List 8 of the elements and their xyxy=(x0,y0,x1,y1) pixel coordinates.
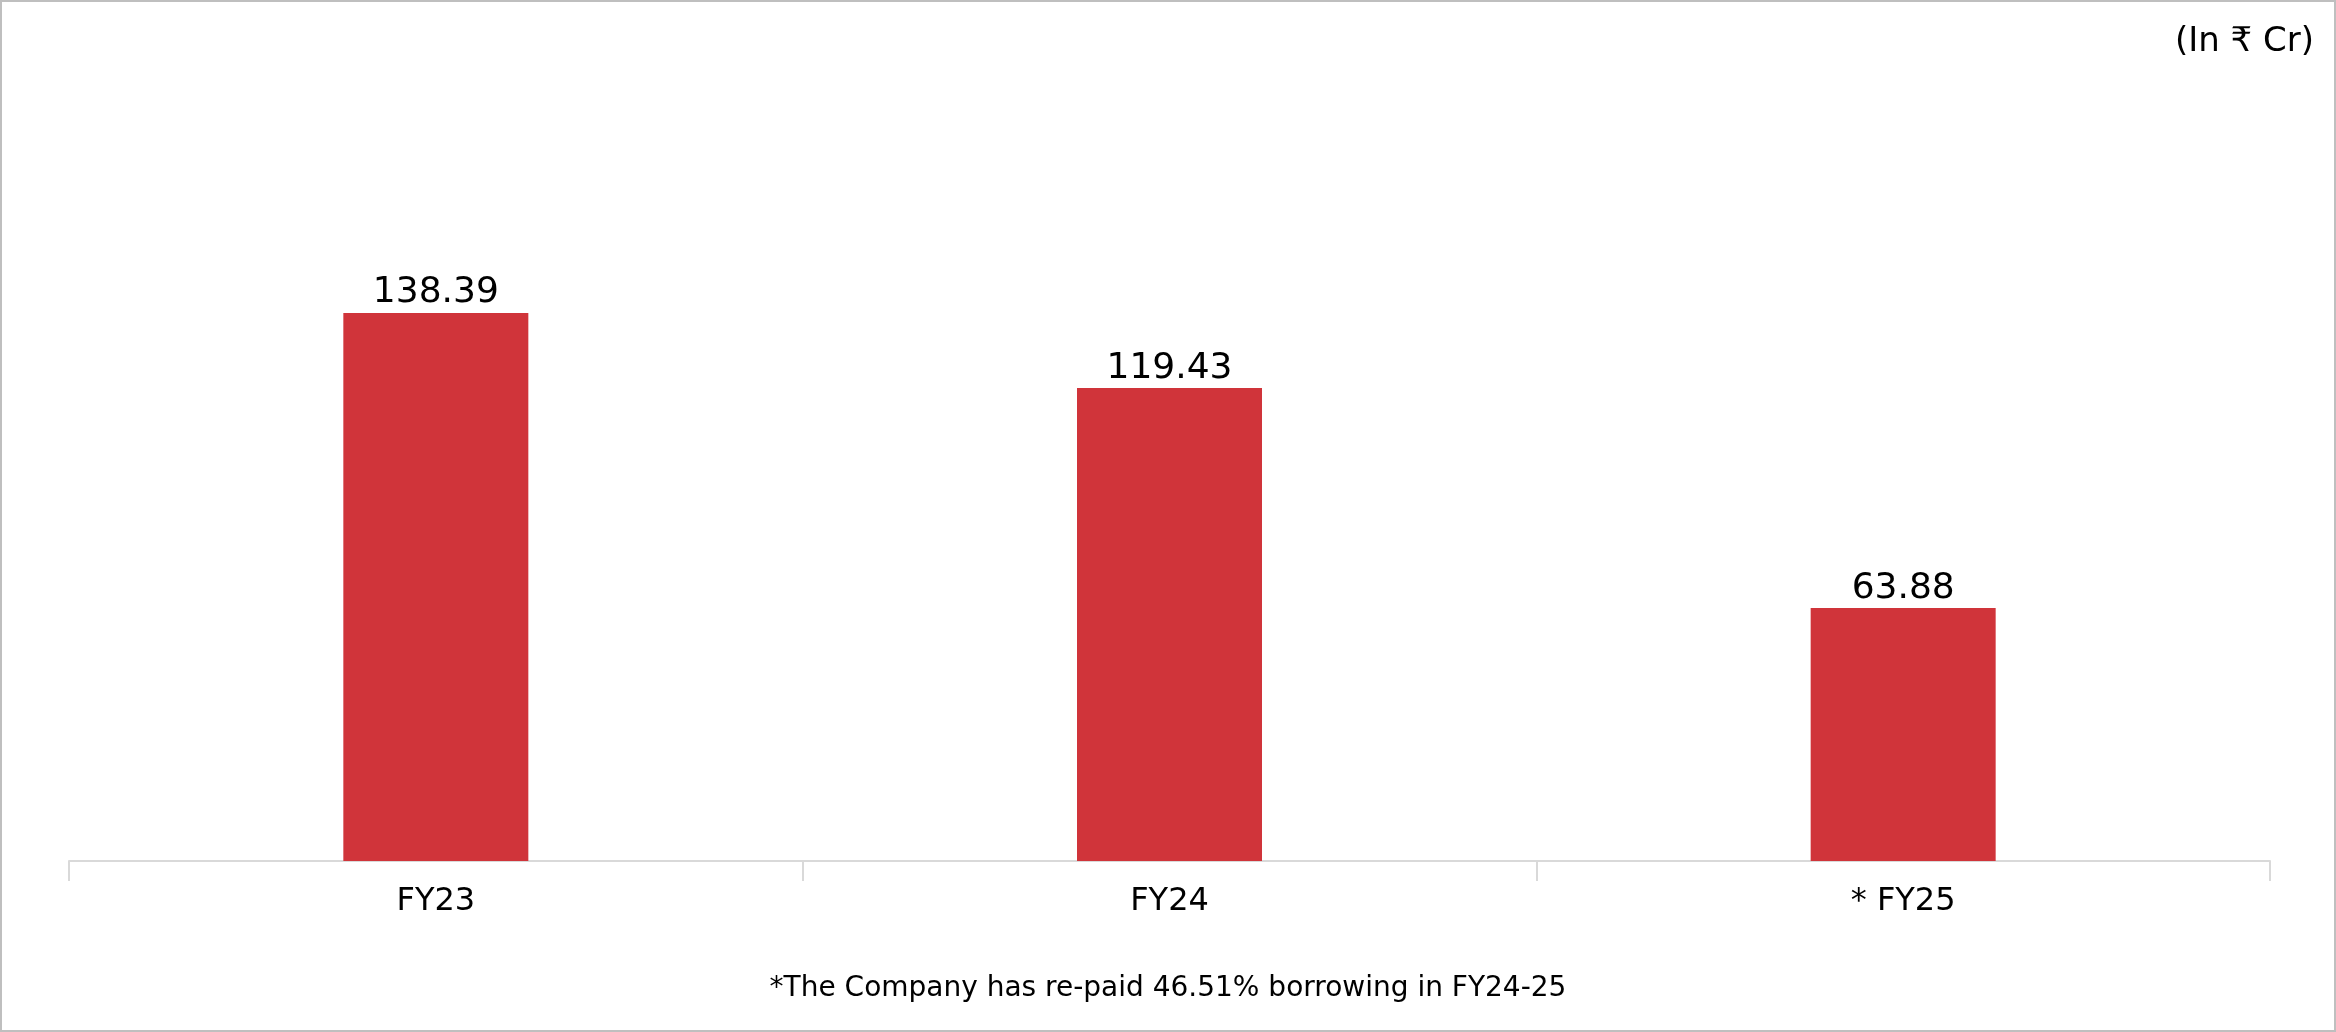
x-tick-label: FY23 xyxy=(396,880,476,918)
data-label: 63.88 xyxy=(1851,564,1955,606)
data-label: 138.39 xyxy=(372,269,499,311)
x-tick-label: FY24 xyxy=(1130,880,1209,918)
data-label: 119.43 xyxy=(1106,344,1233,386)
x-tick-label: * FY25 xyxy=(1850,880,1956,918)
text: *The Company has re-paid 46.51% borrowing in FY24-25 xyxy=(769,969,1567,1003)
text: (In ₹ Cr) xyxy=(2174,19,2315,59)
